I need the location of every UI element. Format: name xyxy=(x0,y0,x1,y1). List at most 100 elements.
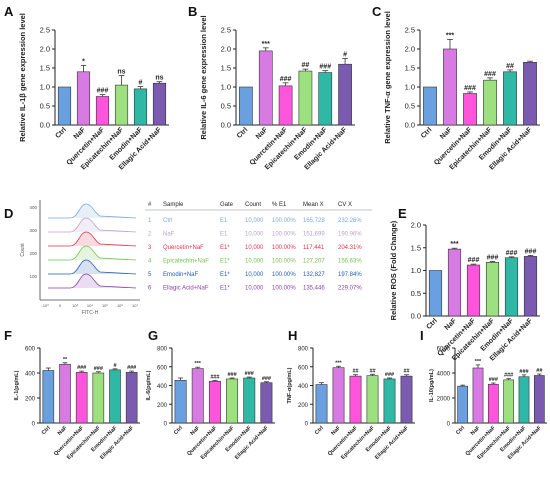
x-tick-label: Ctrl xyxy=(236,126,250,140)
x-tick-label: Ctrl xyxy=(41,425,52,436)
significance-mark: ### xyxy=(97,88,109,95)
significance-mark: *** xyxy=(335,360,342,366)
y-tick-label: 600 xyxy=(25,347,36,353)
y-tick-label: 400 xyxy=(298,384,309,390)
table-cell: 197.84% xyxy=(338,272,362,278)
significance-mark: # xyxy=(139,80,143,87)
significance-mark: ## xyxy=(352,369,358,375)
bar xyxy=(472,367,484,424)
panel-G: G0200400600800IL-6(pg/mL)Ctrl***NaF###Qu… xyxy=(146,328,275,461)
x-tick-label: 10³ xyxy=(72,303,78,308)
x-tick-label: Ctrl xyxy=(420,126,434,140)
y-axis-label: Relative ROS (Fold Change) xyxy=(389,220,398,320)
y-tick-label: 2.0 xyxy=(405,45,415,54)
y-tick-label: 1.5 xyxy=(411,243,421,252)
bar xyxy=(125,372,138,424)
bar xyxy=(191,368,204,424)
table-cell: 132,827 xyxy=(303,272,325,278)
significance-mark: ### xyxy=(319,64,331,71)
significance-mark: ### xyxy=(227,372,236,378)
significance-mark: ### xyxy=(464,85,476,92)
x-tick-label: NaF xyxy=(255,126,270,141)
bar xyxy=(463,93,477,126)
y-tick-label: 400 xyxy=(25,372,36,378)
y-tick-label: 2.5 xyxy=(40,26,50,35)
y-tick-label: 4000 xyxy=(437,372,451,378)
bar xyxy=(400,375,413,424)
table-cell: 10,000 xyxy=(245,259,264,265)
y-tick-label: 1.0 xyxy=(405,83,415,92)
y-axis-label: Relative IL-6 gene expression level xyxy=(199,15,208,139)
table-cell: Ctrl xyxy=(163,218,172,224)
bar xyxy=(366,375,379,424)
bar xyxy=(75,372,88,424)
table-cell: 100.00% xyxy=(272,272,296,278)
bar xyxy=(42,370,55,424)
table-header: % E1 xyxy=(272,202,287,208)
bar xyxy=(483,79,497,126)
significance-mark: ### xyxy=(506,250,518,257)
table-cell: 10,000 xyxy=(245,232,264,238)
bar xyxy=(447,248,462,317)
bar xyxy=(487,383,499,424)
significance-mark: ### xyxy=(504,373,513,379)
y-tick-label: 0.0 xyxy=(405,121,415,130)
y-tick-label: 6000 xyxy=(437,347,451,353)
bar xyxy=(443,48,457,126)
bar xyxy=(95,96,110,126)
x-tick-label: NaF xyxy=(190,425,202,437)
table-cell: 229.07% xyxy=(338,286,362,292)
table-cell: 135,446 xyxy=(303,286,325,292)
significance-mark: ns xyxy=(117,69,125,76)
bar xyxy=(243,377,256,424)
table-cell: 1 xyxy=(148,218,152,224)
bar xyxy=(504,257,519,317)
y-tick-label: 800 xyxy=(157,347,168,353)
x-tick-label: NaF xyxy=(330,425,342,437)
bar xyxy=(92,372,105,424)
table-header: Count xyxy=(245,202,261,208)
table-header: Sample xyxy=(163,202,184,208)
y-tick-label: 200 xyxy=(25,397,36,403)
table-header: # xyxy=(148,202,152,208)
x-tick-label: 0 xyxy=(59,303,62,308)
x-tick-label: NaF xyxy=(57,425,69,437)
x-axis-label: FITC-H xyxy=(82,310,99,316)
panel-F: F0200400600IL-1(pg/mL)Ctrl**NaF###Querce… xyxy=(4,328,140,461)
bar xyxy=(523,61,537,126)
bar xyxy=(239,86,253,126)
bar xyxy=(109,369,121,424)
panel-B: B 0.0 0.5 1.0 1.5 2.0 2.5 Relative IL-6 gene ex… xyxy=(188,4,355,172)
bar xyxy=(278,85,293,126)
table-cell: 190.96% xyxy=(338,232,362,238)
bar xyxy=(114,84,129,126)
panel-H: H 0 200 400 600 800 TNF-α(pg/mL) Ctrl *** NaF ## Qu… xyxy=(287,328,415,461)
bar xyxy=(349,375,362,424)
bar xyxy=(315,384,328,424)
x-tick-label: Quercetin+NaF xyxy=(327,425,359,457)
x-tick-label: 10⁴ xyxy=(87,303,93,308)
significance-mark: # xyxy=(113,363,116,369)
y-tick-label: 400 xyxy=(29,205,37,210)
panel-label: D xyxy=(4,206,13,221)
table-cell: 6 xyxy=(148,286,152,292)
significance-mark: ### xyxy=(525,248,537,255)
table-cell: 100.00% xyxy=(272,245,296,251)
y-axis-label: IL-6(pg/mL) xyxy=(146,370,152,400)
y-axis-label: Relative IL-1β gene expression level xyxy=(18,13,27,142)
bar xyxy=(59,363,71,424)
panel-label: B xyxy=(188,4,197,19)
significance-mark: ### xyxy=(489,377,498,383)
x-tick-label: Ctrl xyxy=(455,425,466,436)
y-tick-label: 600 xyxy=(157,365,168,371)
significance-mark: ### xyxy=(468,257,480,264)
bar xyxy=(318,72,333,126)
significance-mark: ### xyxy=(385,372,394,378)
significance-mark: ## xyxy=(403,369,409,375)
panel-label: F xyxy=(4,328,12,343)
significance-mark: ### xyxy=(484,71,496,78)
table-cell: 10,000 xyxy=(245,218,264,224)
y-tick-label: 2.0 xyxy=(221,45,231,54)
y-tick-label: 2.5 xyxy=(221,26,231,35)
